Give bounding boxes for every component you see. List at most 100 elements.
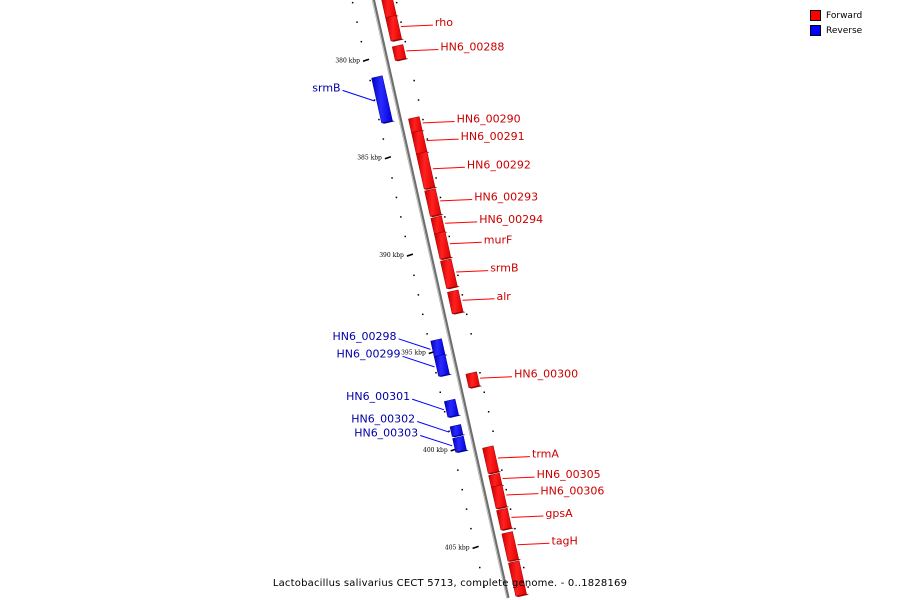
- minor-tick-left: [457, 469, 459, 471]
- minor-tick-left: [413, 274, 415, 277]
- gene-label-leader: [462, 298, 495, 301]
- gene-shadow: [438, 373, 452, 377]
- gene-label-leader: [422, 121, 455, 124]
- minor-tick-right: [439, 196, 442, 199]
- gene-shadow: [447, 414, 462, 418]
- gene-label-leader: [497, 456, 531, 459]
- gene-label: HN6_00301: [346, 390, 410, 403]
- gene-label: gpsA: [545, 507, 573, 520]
- forward-gene[interactable]: [465, 371, 480, 389]
- reverse-gene[interactable]: [449, 424, 464, 437]
- minor-tick-right: [404, 40, 407, 43]
- minor-tick-left: [470, 527, 472, 530]
- gene-label: srmB: [490, 262, 518, 275]
- sequence-caption: Lactobacillus salivarius CECT 5713, comp…: [272, 578, 628, 589]
- forward-gene[interactable]: [381, 0, 397, 18]
- tick-layer: 380 kbp 385 kbp 390 kbp 395 kbp 400 kbp 405 k…: [335, 1, 529, 588]
- reverse-gene[interactable]: [452, 435, 467, 453]
- gene-label: HN6_00305: [537, 468, 601, 481]
- gene-label-leader: [420, 435, 453, 447]
- minor-tick-right: [479, 372, 481, 374]
- forward-gene[interactable]: [440, 258, 458, 289]
- reverse-gene[interactable]: [444, 398, 459, 418]
- gene-shadow: [500, 527, 515, 531]
- gene-label-leader: [502, 476, 535, 479]
- gene-label: HN6_00300: [514, 368, 578, 381]
- label-layer: rho HN6_00288 srmB HN6_00290 HN6_00291 HN6_00…: [312, 16, 604, 547]
- gene-label: trmA: [532, 448, 559, 461]
- gene-label-leader: [511, 515, 544, 518]
- forward-gene[interactable]: [447, 289, 464, 315]
- forward-gene[interactable]: [501, 531, 519, 562]
- forward-gene[interactable]: [496, 507, 512, 531]
- minor-tick-left: [369, 79, 371, 82]
- minor-tick-left: [400, 216, 402, 218]
- gene-label: HN6_00298: [333, 330, 397, 343]
- gene-label: HN6_00288: [440, 41, 504, 54]
- gene-label-leader: [426, 138, 459, 141]
- gene-layer: [371, 0, 529, 597]
- forward-gene[interactable]: [430, 215, 446, 235]
- tick-label: 400 kbp: [423, 447, 448, 454]
- minor-tick-right: [448, 235, 450, 238]
- forward-gene[interactable]: [411, 129, 428, 155]
- gene-shadow: [424, 186, 438, 190]
- minor-tick-left: [465, 508, 468, 510]
- gene-shadow: [395, 58, 409, 62]
- forward-gene[interactable]: [508, 560, 527, 597]
- minor-tick-right: [395, 1, 398, 4]
- minor-tick-left: [417, 294, 420, 296]
- forward-gene[interactable]: [482, 445, 500, 474]
- genome-backbone: [371, 0, 510, 599]
- gene-shadow: [455, 449, 469, 453]
- minor-tick-right: [426, 138, 429, 140]
- minor-tick-left: [439, 391, 441, 393]
- minor-tick-right: [483, 391, 485, 393]
- reverse-gene[interactable]: [371, 75, 393, 124]
- minor-tick-left: [373, 99, 376, 101]
- gene-label-leader: [456, 270, 489, 273]
- gene-shadow: [452, 434, 466, 438]
- minor-tick-left: [483, 586, 485, 588]
- major-tick: [472, 545, 479, 550]
- gene-label: rho: [435, 16, 453, 29]
- gene-label-leader: [400, 24, 433, 27]
- gene-label-leader: [411, 398, 445, 411]
- minor-tick-left: [391, 177, 393, 179]
- gene-label: HN6_00294: [479, 213, 543, 226]
- gene-label: tagH: [552, 534, 578, 547]
- minor-tick-right: [466, 313, 468, 316]
- minor-tick-right: [422, 118, 424, 121]
- reverse-gene[interactable]: [433, 354, 450, 377]
- minor-tick-left: [422, 313, 424, 316]
- minor-tick-left: [435, 372, 437, 374]
- forward-gene[interactable]: [416, 151, 436, 190]
- gene-label-leader: [342, 89, 375, 102]
- gene-label: HN6_00292: [467, 158, 531, 171]
- forward-gene[interactable]: [385, 15, 402, 42]
- gene-label: alr: [497, 290, 512, 303]
- gene-label-leader: [517, 542, 550, 546]
- forward-gene[interactable]: [424, 188, 442, 217]
- gene-label: HN6_00303: [354, 427, 418, 440]
- gene-label: srmB: [312, 81, 340, 94]
- gene-shadow: [440, 256, 454, 260]
- major-tick: [384, 155, 392, 160]
- gene-shadow: [515, 593, 529, 597]
- minor-tick-right: [492, 430, 494, 432]
- gene-label: murF: [484, 233, 513, 246]
- gene-label-leader: [398, 338, 431, 350]
- minor-tick-right: [435, 177, 437, 179]
- minor-tick-left: [404, 235, 406, 238]
- minor-tick-left: [395, 196, 398, 199]
- gene-shadow: [496, 506, 510, 510]
- minor-tick-left: [378, 118, 380, 121]
- gene-label-leader: [406, 49, 439, 52]
- forward-gene[interactable]: [434, 231, 451, 260]
- reverse-gene[interactable]: [430, 338, 446, 357]
- genome-backbone-highlight: [371, 0, 508, 599]
- forward-gene[interactable]: [408, 116, 423, 133]
- forward-gene[interactable]: [391, 44, 407, 61]
- gene-label-leader: [480, 376, 513, 379]
- forward-gene[interactable]: [491, 484, 508, 509]
